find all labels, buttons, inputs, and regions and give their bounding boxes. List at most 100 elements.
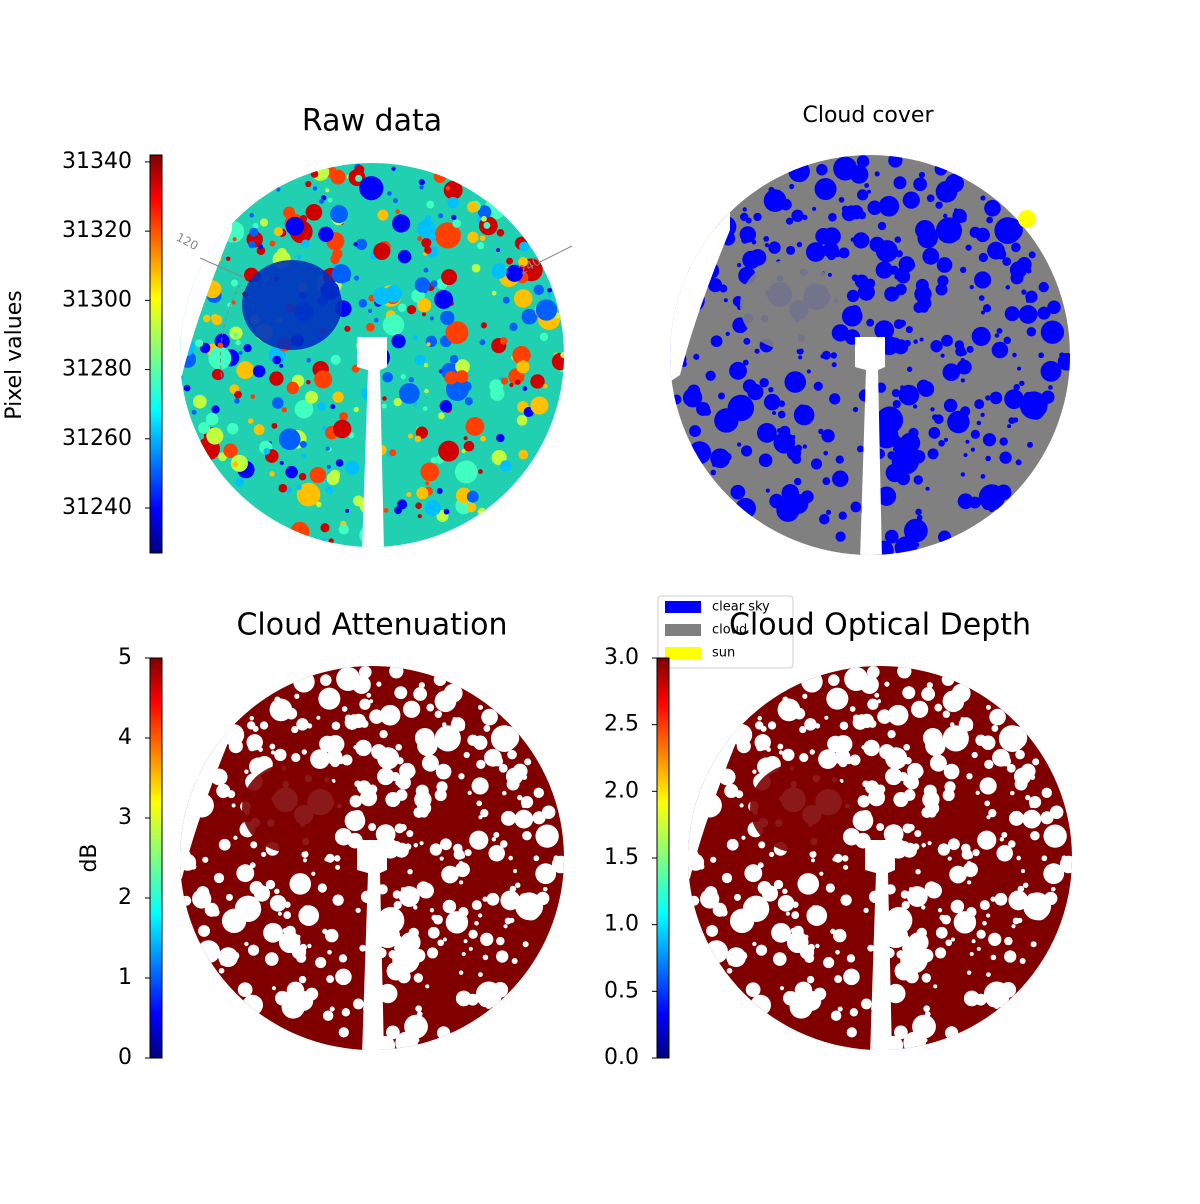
- image-blob: [821, 429, 835, 443]
- image-blob: [769, 851, 775, 857]
- image-blob: [896, 471, 911, 486]
- image-blob: [411, 948, 426, 963]
- image-blob: [535, 299, 558, 321]
- image-blob: [1013, 383, 1021, 391]
- image-blob: [514, 809, 534, 829]
- image-blob: [330, 205, 348, 224]
- image-blob: [339, 412, 348, 421]
- image-blob: [434, 725, 461, 752]
- image-blob: [249, 862, 256, 869]
- image-blob: [979, 900, 990, 911]
- image-blob: [776, 498, 800, 522]
- image-blob: [341, 672, 350, 681]
- image-blob: [1023, 882, 1029, 888]
- image-blob: [424, 246, 432, 254]
- image-blob: [927, 448, 939, 460]
- image-blob: [907, 762, 924, 780]
- image-blob: [378, 983, 398, 1004]
- image-blob: [263, 922, 283, 943]
- image-blob: [1019, 391, 1048, 420]
- image-blob: [437, 1026, 451, 1040]
- image-blob: [829, 393, 841, 405]
- image-blob: [741, 236, 749, 244]
- image-blob: [345, 460, 360, 475]
- image-blob: [511, 958, 518, 965]
- image-blob: [747, 383, 764, 401]
- image-mast: [357, 840, 387, 1050]
- image-blob: [382, 396, 387, 401]
- image-blob: [373, 317, 379, 323]
- image-blob: [971, 326, 991, 346]
- image-blob: [989, 391, 1003, 405]
- image-blob: [454, 460, 478, 484]
- image-blob: [513, 289, 533, 308]
- image-blob: [218, 838, 231, 851]
- image-blob: [945, 1026, 959, 1040]
- image-blob: [481, 708, 498, 726]
- image-blob: [496, 229, 505, 237]
- image-blob: [476, 800, 483, 807]
- image-blob: [933, 414, 944, 425]
- image-blob: [913, 339, 918, 344]
- image-blob: [999, 837, 1005, 842]
- image-blob: [969, 284, 974, 290]
- image-blob: [930, 407, 935, 412]
- image-blob: [799, 725, 807, 734]
- image-blob: [745, 217, 752, 224]
- image-blob: [804, 718, 817, 731]
- image-blob: [272, 355, 282, 365]
- image-blob: [841, 305, 863, 327]
- image-blob: [915, 219, 935, 240]
- image-blob: [480, 322, 488, 329]
- image-blob: [980, 195, 986, 201]
- image-blob: [830, 352, 838, 359]
- image-blob: [937, 275, 949, 287]
- image-blob: [395, 1031, 418, 1050]
- image-blob: [838, 247, 850, 259]
- image-blob: [874, 320, 895, 341]
- image-blob: [273, 226, 284, 237]
- image-blob: [883, 923, 909, 949]
- image-blob: [710, 856, 717, 863]
- image-blob: [368, 308, 373, 314]
- image-blob: [377, 747, 400, 770]
- image-blob: [353, 406, 359, 413]
- image-blob: [326, 464, 331, 469]
- image-blob: [935, 217, 963, 244]
- image-blob: [823, 450, 829, 456]
- colorbar-tick-label: 5: [118, 645, 132, 670]
- image-blob: [940, 353, 945, 358]
- image-blob: [994, 217, 1022, 244]
- image-blob: [967, 880, 972, 885]
- image-blob: [976, 929, 986, 939]
- image-blob: [437, 939, 445, 947]
- image-blob: [1050, 886, 1056, 892]
- image-blob: [763, 189, 787, 213]
- image-blob: [826, 509, 832, 515]
- colorbar-tick-label: 3.0: [604, 645, 639, 670]
- image-blob: [893, 176, 907, 190]
- image-blob: [763, 393, 781, 411]
- image-blob: [334, 855, 341, 862]
- image-blob: [266, 881, 274, 889]
- image-blob: [449, 355, 459, 364]
- image-blob: [274, 888, 280, 895]
- image-blob: [500, 890, 521, 911]
- image-blob: [908, 932, 929, 953]
- image-blob: [477, 507, 487, 517]
- image-blob: [843, 864, 849, 870]
- image-blob: [359, 176, 384, 201]
- image-blob: [452, 219, 462, 228]
- image-blob: [927, 841, 932, 846]
- image-blob: [723, 298, 728, 303]
- image-blob: [524, 758, 532, 766]
- image-blob: [416, 487, 429, 500]
- image-blob: [344, 715, 360, 730]
- image-blob: [996, 327, 1003, 334]
- image-blob: [555, 312, 561, 319]
- image-blob: [413, 973, 424, 983]
- image-blob: [926, 194, 935, 203]
- image-blob: [249, 213, 254, 218]
- image-blob: [979, 777, 997, 795]
